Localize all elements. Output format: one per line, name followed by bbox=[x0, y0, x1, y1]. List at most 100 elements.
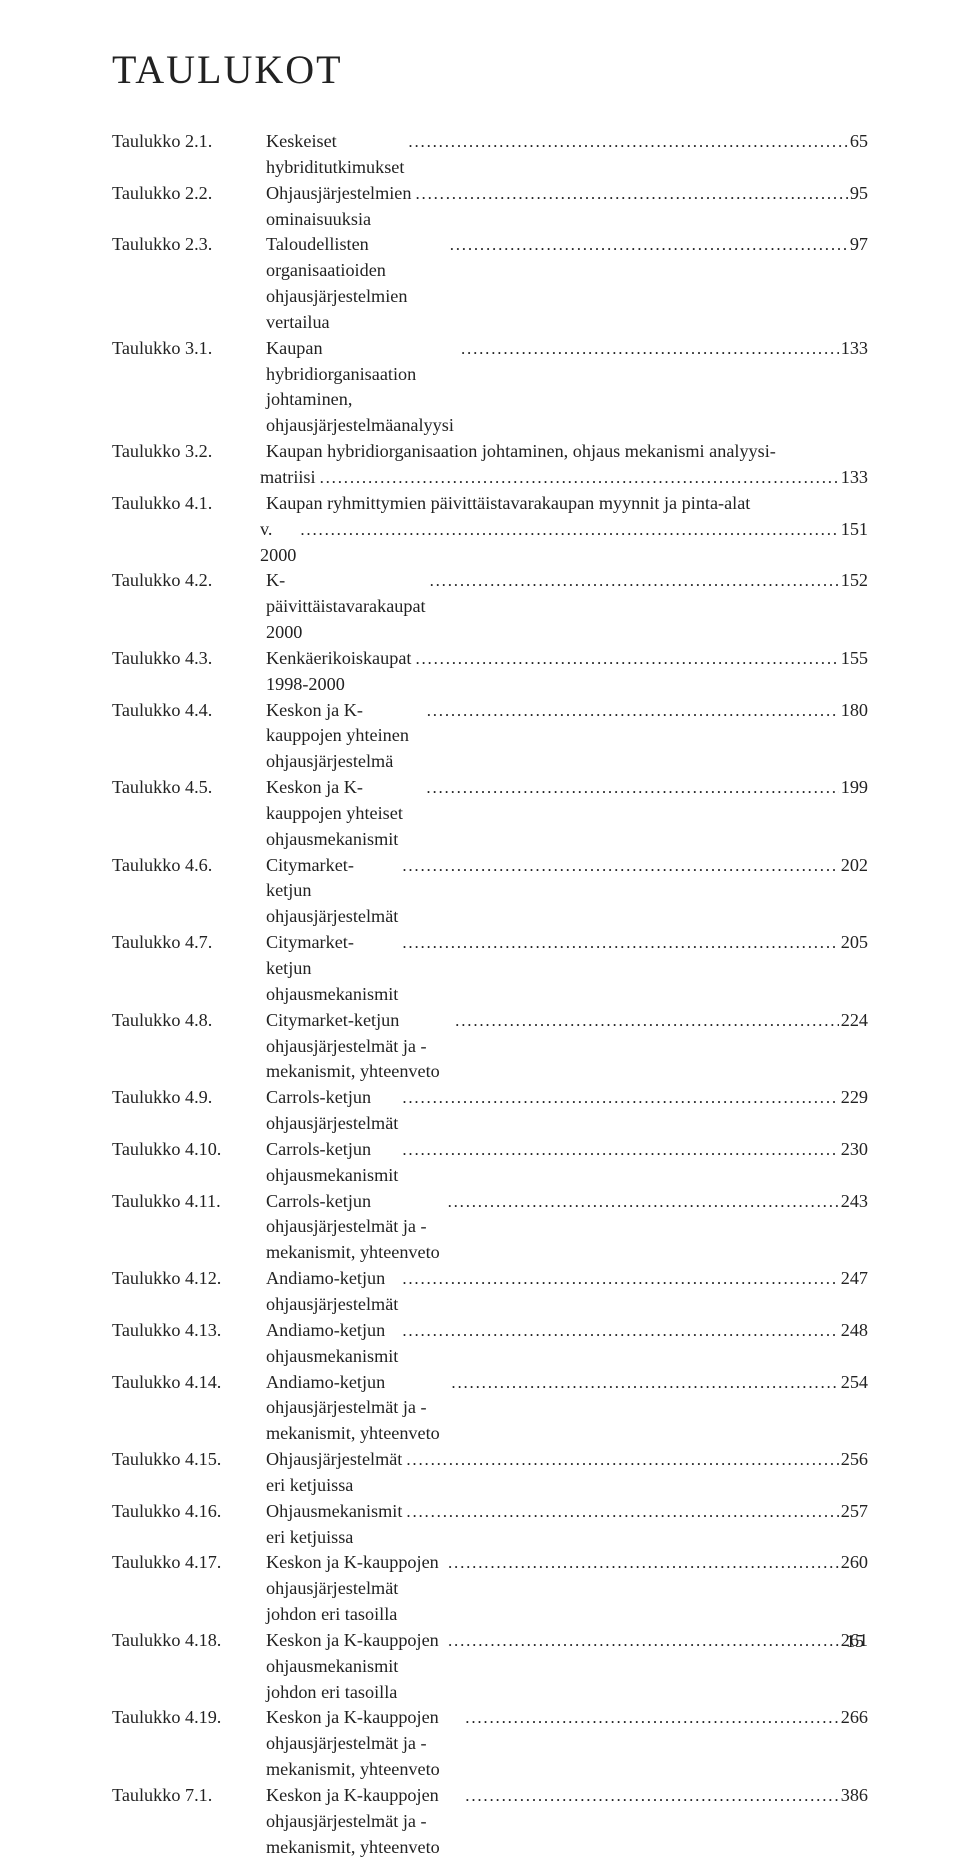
toc-entry-label: Taulukko 4.8. bbox=[112, 1008, 266, 1034]
toc-entry: Taulukko 4.18.Keskon ja K-kauppojen ohja… bbox=[112, 1628, 868, 1706]
toc-entry-label: Taulukko 4.16. bbox=[112, 1499, 266, 1525]
toc-entry-text: Ohjausjärjestelmät eri ketjuissa bbox=[266, 1447, 402, 1499]
toc-entry-page: 155 bbox=[839, 646, 868, 672]
toc-entry: Taulukko 4.9.Carrols-ketjun ohjausjärjes… bbox=[112, 1085, 868, 1137]
toc-entry-page: 65 bbox=[848, 129, 868, 155]
toc-entry-page: 230 bbox=[839, 1137, 868, 1163]
toc-entry-label: Taulukko 4.9. bbox=[112, 1085, 266, 1111]
toc-leader-dots: ........................................… bbox=[404, 130, 847, 154]
toc-entry-page: 257 bbox=[839, 1499, 868, 1525]
toc-entry-text: Keskon ja K-kauppojen ohjausjärjestelmät… bbox=[266, 1783, 461, 1861]
toc-entry-page: 243 bbox=[839, 1189, 868, 1215]
page-number: 15 bbox=[846, 1631, 864, 1652]
toc-entry: Taulukko 4.14.Andiamo-ketjun ohjausjärje… bbox=[112, 1370, 868, 1448]
toc-entry-page: 151 bbox=[839, 517, 868, 543]
toc-entry-label: Taulukko 4.1. bbox=[112, 491, 266, 517]
toc-entry-label: Taulukko 4.18. bbox=[112, 1628, 266, 1654]
toc-entry-text: Ohjausmekanismit eri ketjuissa bbox=[266, 1499, 402, 1551]
toc-entry-text: Keskeiset hybriditutkimukset bbox=[266, 129, 404, 181]
toc-leader-dots: ........................................… bbox=[398, 1086, 838, 1110]
toc-entry-text: Kenkäerikoiskaupat 1998-2000 bbox=[266, 646, 411, 698]
toc-entry-label: Taulukko 4.5. bbox=[112, 775, 266, 801]
toc-entry: Taulukko 4.10.Carrols-ketjun ohjausmekan… bbox=[112, 1137, 868, 1189]
toc-entry-text: Ohjausjärjestelmien ominaisuuksia bbox=[266, 181, 411, 233]
toc-entry-continuation: matriisi................................… bbox=[112, 465, 868, 491]
toc-entry: Taulukko 3.1.Kaupan hybridiorganisaation… bbox=[112, 336, 868, 439]
toc-entry-text: matriisi bbox=[260, 465, 316, 491]
toc-entry-label: Taulukko 4.15. bbox=[112, 1447, 266, 1473]
toc-leader-dots: ........................................… bbox=[398, 854, 838, 878]
toc-entry-label: Taulukko 4.7. bbox=[112, 930, 266, 956]
toc-entry: Taulukko 3.2.Kaupan hybridiorganisaation… bbox=[112, 439, 868, 465]
toc-leader-dots: ........................................… bbox=[444, 1551, 839, 1575]
toc-entry-text: Carrols-ketjun ohjausjärjestelmät ja -me… bbox=[266, 1189, 444, 1267]
toc-leader-dots: ........................................… bbox=[446, 233, 848, 257]
toc-entry-page: 256 bbox=[839, 1447, 868, 1473]
toc-leader-dots: ........................................… bbox=[402, 1448, 838, 1472]
toc-entry-text: Kaupan hybridiorganisaation johtaminen, … bbox=[266, 439, 776, 465]
toc-entry-page: 199 bbox=[839, 775, 868, 801]
toc-entry: Taulukko 4.16.Ohjausmekanismit eri ketju… bbox=[112, 1499, 868, 1551]
toc-entry-text: Citymarket-ketjun ohjausjärjestelmät bbox=[266, 853, 398, 931]
toc-entry-page: 266 bbox=[839, 1705, 868, 1731]
toc-entry: Taulukko 4.6.Citymarket-ketjun ohjausjär… bbox=[112, 853, 868, 931]
toc-entry-page: 133 bbox=[839, 465, 868, 491]
toc-entry-text: v. 2000 bbox=[260, 517, 296, 569]
toc-entry-label: Taulukko 4.3. bbox=[112, 646, 266, 672]
toc-leader-dots: ........................................… bbox=[457, 337, 839, 361]
toc-entry: Taulukko 4.12.Andiamo-ketjun ohjausjärje… bbox=[112, 1266, 868, 1318]
page: TAULUKOT Taulukko 2.1.Keskeiset hybridit… bbox=[0, 0, 960, 1696]
toc-entry-page: 180 bbox=[839, 698, 868, 724]
toc-entry-label: Taulukko 4.17. bbox=[112, 1550, 266, 1576]
toc-entry: Taulukko 2.2.Ohjausjärjestelmien ominais… bbox=[112, 181, 868, 233]
toc-entry: Taulukko 4.8.Citymarket-ketjun ohjausjär… bbox=[112, 1008, 868, 1086]
toc-entry-label: Taulukko 4.13. bbox=[112, 1318, 266, 1344]
toc-entry: Taulukko 4.11.Carrols-ketjun ohjausjärje… bbox=[112, 1189, 868, 1267]
toc-entry-continuation: v. 2000.................................… bbox=[112, 517, 868, 569]
toc-leader-dots: ........................................… bbox=[411, 182, 847, 206]
toc-entry-label: Taulukko 2.2. bbox=[112, 181, 266, 207]
toc-entry-label: Taulukko 4.14. bbox=[112, 1370, 266, 1396]
toc-entry-label: Taulukko 4.10. bbox=[112, 1137, 266, 1163]
toc-entry-page: 248 bbox=[839, 1318, 868, 1344]
toc-leader-dots: ........................................… bbox=[398, 1138, 838, 1162]
toc-entry-text: Keskon ja K-kauppojen yhteiset ohjausmek… bbox=[266, 775, 422, 853]
toc-entry-text: Kaupan hybridiorganisaation johtaminen, … bbox=[266, 336, 457, 439]
toc-entry-text: Carrols-ketjun ohjausmekanismit bbox=[266, 1137, 398, 1189]
toc-leader-dots: ........................................… bbox=[316, 466, 839, 490]
toc-entry-text: Taloudellisten organisaatioiden ohjausjä… bbox=[266, 232, 446, 335]
toc-entry: Taulukko 4.5.Keskon ja K-kauppojen yhtei… bbox=[112, 775, 868, 853]
toc-entry-label: Taulukko 2.3. bbox=[112, 232, 266, 258]
toc-entry-text: Andiamo-ketjun ohjausmekanismit bbox=[266, 1318, 398, 1370]
toc-entry-text: Kaupan ryhmittymien päivittäistavarakaup… bbox=[266, 491, 750, 517]
toc-leader-dots: ........................................… bbox=[426, 569, 839, 593]
toc-entry-page: 224 bbox=[839, 1008, 868, 1034]
toc-entry-label: Taulukko 4.11. bbox=[112, 1189, 266, 1215]
toc-entry-label: Taulukko 4.19. bbox=[112, 1705, 266, 1731]
toc-entry-text: Keskon ja K-kauppojen ohjausjärjestelmät… bbox=[266, 1550, 444, 1628]
toc-entry-label: Taulukko 4.6. bbox=[112, 853, 266, 879]
toc-entry-page: 95 bbox=[848, 181, 868, 207]
toc-leader-dots: ........................................… bbox=[444, 1629, 839, 1653]
toc-leader-dots: ........................................… bbox=[402, 1500, 838, 1524]
toc-entry: Taulukko 4.1.Kaupan ryhmittymien päivitt… bbox=[112, 491, 868, 517]
toc-leader-dots: ........................................… bbox=[398, 931, 838, 955]
toc-leader-dots: ........................................… bbox=[444, 1190, 839, 1214]
toc-entry-text: K-päivittäistavarakaupat 2000 bbox=[266, 568, 426, 646]
toc-entry-label: Taulukko 4.12. bbox=[112, 1266, 266, 1292]
toc-leader-dots: ........................................… bbox=[422, 776, 838, 800]
toc-leader-dots: ........................................… bbox=[461, 1706, 838, 1730]
page-title: TAULUKOT bbox=[112, 46, 868, 93]
toc-entry-page: 133 bbox=[839, 336, 868, 362]
toc-entry-page: 247 bbox=[839, 1266, 868, 1292]
toc-entry-label: Taulukko 3.2. bbox=[112, 439, 266, 465]
toc-entry: Taulukko 4.4.Keskon ja K-kauppojen yhtei… bbox=[112, 698, 868, 776]
toc-list: Taulukko 2.1.Keskeiset hybriditutkimukse… bbox=[112, 129, 868, 1861]
toc-entry: Taulukko 4.7.Citymarket-ketjun ohjausmek… bbox=[112, 930, 868, 1008]
toc-entry-label: Taulukko 4.4. bbox=[112, 698, 266, 724]
toc-entry-label: Taulukko 4.2. bbox=[112, 568, 266, 594]
toc-entry-text: Andiamo-ketjun ohjausjärjestelmät bbox=[266, 1266, 398, 1318]
toc-entry-text: Citymarket-ketjun ohjausjärjestelmät ja … bbox=[266, 1008, 451, 1086]
toc-entry-page: 202 bbox=[839, 853, 868, 879]
toc-leader-dots: ........................................… bbox=[461, 1784, 838, 1808]
